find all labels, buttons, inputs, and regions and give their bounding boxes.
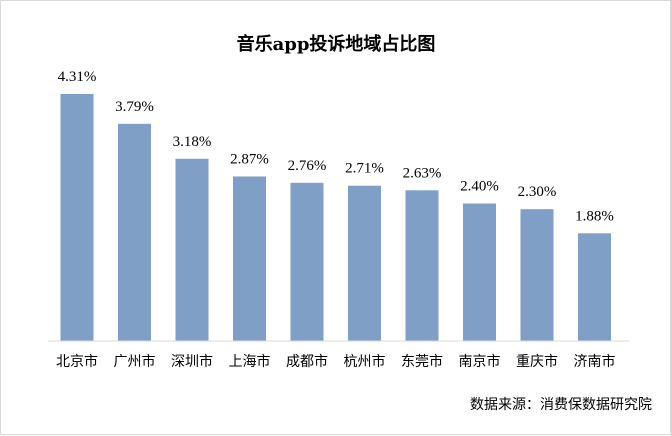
category-label-7: 东莞市 [401, 353, 443, 370]
category-label-10: 济南市 [574, 353, 616, 370]
category-label-3: 深圳市 [171, 353, 213, 370]
category-labels-group: 北京市 广州市 深圳市 上海市 成都市 杭州市 东莞市 南京市 重庆市 济南市 [56, 353, 616, 370]
value-label-8: 2.40% [460, 179, 499, 195]
bar-7 [405, 190, 439, 341]
category-label-6: 杭州市 [344, 353, 386, 370]
bar-9 [520, 209, 554, 341]
bar-4 [233, 176, 266, 341]
bar-3 [175, 158, 209, 341]
value-label-1: 4.31% [58, 69, 97, 85]
bar-5 [290, 182, 324, 341]
category-label-5: 成都市 [286, 353, 328, 370]
bar-8 [463, 203, 496, 341]
category-label-8: 南京市 [459, 353, 501, 370]
chart-title: 音乐app投诉地域占比图 [237, 33, 436, 55]
bar-1 [60, 94, 94, 341]
category-label-9: 重庆市 [516, 353, 558, 370]
bar-10 [578, 233, 611, 341]
bars-group [60, 94, 611, 341]
value-label-7: 2.63% [403, 165, 442, 181]
value-label-9: 2.30% [518, 184, 557, 200]
category-label-4: 上海市 [229, 353, 271, 370]
value-label-6: 2.71% [345, 161, 384, 177]
category-label-2: 广州市 [114, 353, 156, 370]
bar-6 [348, 185, 381, 341]
value-label-10: 1.88% [575, 208, 614, 224]
value-labels-group: 4.31% 3.79% 3.18% 2.87% 2.76% 2.71% 2.63% 2.40%… [58, 69, 614, 224]
value-label-4: 2.87% [230, 152, 269, 168]
value-label-3: 3.18% [173, 134, 212, 150]
value-label-5: 2.76% [288, 158, 327, 174]
source-note: 数据来源：消费保数据研究院 [470, 397, 652, 413]
value-label-2: 3.79% [115, 99, 154, 115]
category-label-1: 北京市 [56, 353, 98, 370]
bar-2 [118, 123, 151, 341]
